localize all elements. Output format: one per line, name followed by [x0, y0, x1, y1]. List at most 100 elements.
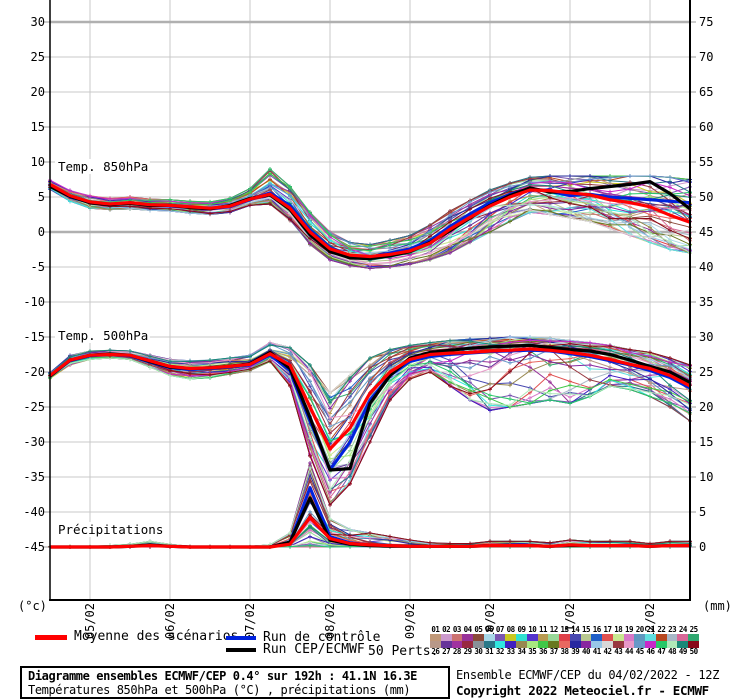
perts-count-label: 50 Perts. [368, 644, 439, 659]
pert-key-column: 09 34 [516, 626, 527, 656]
pert-color-swatch [526, 641, 538, 648]
pert-key-column: 01 26 [430, 626, 441, 656]
pert-key-column: 16 41 [591, 626, 603, 656]
pert-color-swatch [612, 634, 624, 641]
pert-number: 30 [474, 647, 483, 656]
pert-color-swatch [688, 641, 699, 648]
panel-label: Temp. 850hPa [58, 159, 148, 174]
gridlines [50, 0, 690, 600]
ensemble-plot-svg: 302520151050-5-10-15-20-25-30-35-40-4575… [23, 0, 713, 639]
right-tick-label: 30 [699, 330, 713, 344]
pert-color-swatch [645, 641, 656, 648]
pert-number: 50 [689, 647, 699, 656]
pert-number: 45 [635, 647, 645, 656]
pert-key-column: 24 49 [677, 625, 689, 656]
pert-number: 06 [485, 625, 494, 634]
pert-color-swatch [655, 641, 667, 648]
pert-key-column: 23 48 [666, 626, 678, 656]
pert-color-swatch [537, 634, 549, 641]
pert-number: 41 [592, 647, 602, 656]
pert-key-column: 25 50 [688, 626, 699, 656]
pert-number: 34 [517, 647, 526, 656]
right-tick-label: 60 [699, 120, 713, 134]
pert-number: 03 [452, 625, 462, 634]
right-tick-label: 20 [699, 400, 713, 414]
pert-color-swatch [677, 641, 689, 648]
pert-number: 22 [657, 625, 666, 634]
pert-color-swatch [516, 634, 527, 641]
pert-color-swatch [580, 634, 592, 641]
left-tick-label: -40 [23, 505, 45, 519]
pert-color-swatch [537, 641, 549, 648]
x-axis-label: 10/02 [483, 603, 497, 639]
left-tick-label: 15 [31, 120, 45, 134]
pert-number: 38 [560, 647, 569, 656]
pert-color-swatch [430, 634, 441, 641]
pert-number: 12 [549, 625, 559, 634]
legend-control-label: Run de contrôle [263, 630, 381, 645]
pert-number: 05 [474, 625, 483, 634]
pert-number: 18 [614, 625, 623, 634]
right-tick-label: 15 [699, 435, 713, 449]
diagram-title-box: Diagramme ensembles ECMWF/CEP 0.4° sur 1… [20, 666, 450, 699]
left-tick-label: 5 [38, 190, 45, 204]
pert-number: 40 [581, 647, 591, 656]
x-axis-label: 09/02 [403, 603, 417, 639]
pert-number: 24 [678, 625, 688, 634]
pert-number: 15 [581, 625, 591, 634]
pert-color-swatch [440, 641, 452, 648]
pert-number: 01 [431, 625, 440, 634]
left-axis-tick-labels: 30 25 20 15 10 5 0 -5 -10 -15 -20 -25 -30 -35 -40 -45 [23, 15, 45, 554]
x-axis-label: 12/02 [643, 603, 657, 639]
right-tick-label: 35 [699, 295, 713, 309]
x-axis-label: 05/02 [83, 603, 97, 639]
pert-color-swatch [688, 634, 699, 641]
right-tick-label: 50 [699, 190, 713, 204]
pert-number: 29 [463, 647, 473, 656]
pert-color-swatch [666, 641, 678, 648]
right-tick-label: 70 [699, 50, 713, 64]
pert-key-column: 08 33 [505, 626, 517, 656]
pert-number: 44 [625, 647, 634, 656]
pert-color-swatch [451, 634, 463, 641]
ensemble-members-temp850 [48, 167, 692, 271]
main-series-temp500 [48, 343, 691, 472]
pert-color-swatch [548, 641, 560, 648]
pert-key-column: 14 39 [569, 626, 581, 656]
pert-number: 25 [689, 625, 699, 634]
pert-color-swatch [623, 634, 635, 641]
pert-number: 02 [442, 625, 451, 634]
right-tick-label: 5 [699, 505, 706, 519]
left-tick-label: 10 [31, 155, 45, 169]
pert-key-column: 18 43 [612, 625, 624, 656]
diagram-title: Diagramme ensembles ECMWF/CEP 0.4° sur 1… [28, 669, 418, 683]
pert-color-swatch [602, 634, 613, 641]
pert-number: 10 [528, 625, 537, 634]
pert-number: 32 [495, 647, 505, 656]
pert-key-column: 15 40 [580, 625, 592, 656]
pert-number: 11 [538, 625, 548, 634]
pert-number: 48 [668, 647, 677, 656]
right-axis-unit-label: (mm) [703, 599, 732, 613]
right-tick-label: 40 [699, 260, 713, 274]
pert-number: 33 [506, 647, 516, 656]
pert-number: 19 [625, 625, 634, 634]
x-axis-label: 08/02 [323, 603, 337, 639]
pert-number: 37 [549, 647, 559, 656]
pert-key-column: 20 45 [634, 625, 646, 656]
pert-key-column: 10 35 [526, 625, 538, 656]
pert-number: 20 [635, 625, 645, 634]
panel-label: Précipitations [58, 522, 163, 537]
pert-color-swatch [559, 641, 570, 648]
pert-color-swatch [473, 634, 484, 641]
pert-key-column: 19 44 [623, 625, 635, 656]
run-info-text: Ensemble ECMWF/CEP du 04/02/2022 - 12Z [456, 668, 720, 682]
left-tick-label: -15 [23, 330, 45, 344]
pert-color-swatch [473, 641, 484, 648]
pert-color-swatch [494, 634, 506, 641]
left-tick-label: -25 [23, 400, 45, 414]
right-tick-label: 45 [699, 225, 713, 239]
pert-key-column: 21 46 [645, 626, 656, 656]
pert-number: 31 [485, 647, 494, 656]
